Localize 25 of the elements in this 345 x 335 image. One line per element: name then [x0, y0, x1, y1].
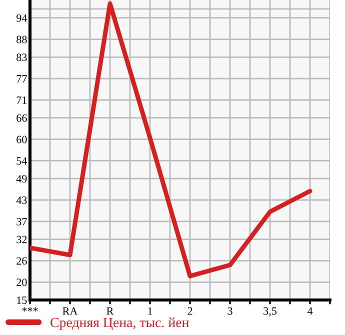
x-tick-label: R: [106, 307, 114, 315]
y-tick-label: 37: [16, 218, 27, 226]
x-tick-label: 3,5: [264, 307, 277, 316]
x-tick-label: RA: [62, 307, 78, 315]
y-tick-label: 66: [16, 114, 27, 122]
y-tick-label: 71: [16, 96, 27, 104]
y-tick-label: 88: [16, 36, 27, 44]
x-tick-label: 2: [188, 307, 192, 315]
y-tick-label: 43: [16, 196, 27, 204]
x-tick-label: 3: [228, 307, 232, 315]
x-tick-label: ***: [22, 307, 38, 312]
y-tick-label: 15: [17, 296, 27, 304]
y-tick-label: 54: [16, 157, 28, 165]
y-tick-label: 32: [16, 236, 27, 244]
legend-label: Средняя Цена, тыс. йен: [50, 318, 189, 330]
y-tick-label: 49: [16, 175, 27, 183]
y-tick-label: 26: [16, 257, 27, 265]
x-tick-label: 1: [148, 307, 152, 315]
x-tick-label: 4: [307, 307, 313, 315]
y-tick-label: 60: [16, 136, 27, 144]
line-series: [30, 1, 312, 278]
y-tick-label: 20: [16, 278, 27, 286]
y-tick-label: 83: [16, 54, 27, 62]
y-tick-label: 94: [16, 14, 28, 22]
y-tick-label: 77: [16, 75, 27, 82]
